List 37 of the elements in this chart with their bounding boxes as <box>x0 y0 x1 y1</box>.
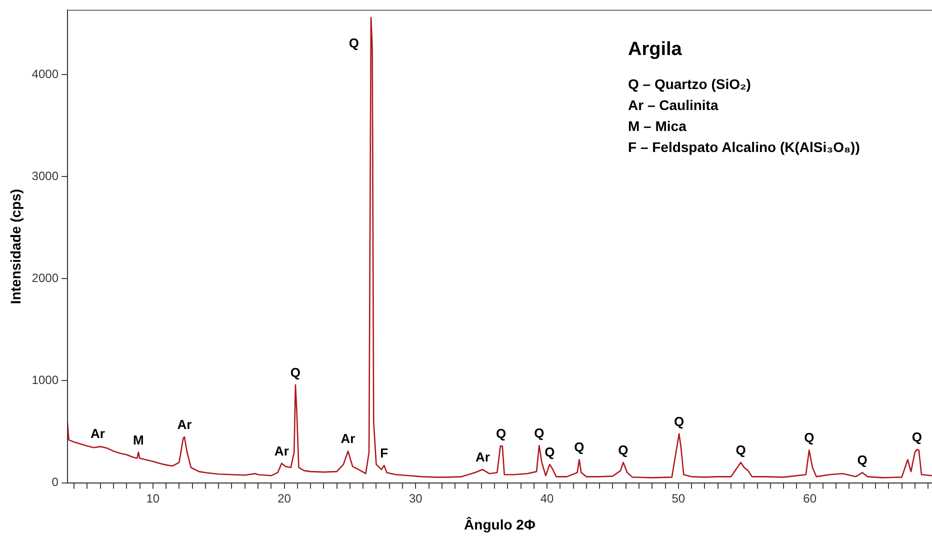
annotation: Q <box>544 444 555 460</box>
annotation: Q <box>857 452 868 468</box>
annotation: Q <box>804 430 814 446</box>
annotation: Ar <box>90 426 105 442</box>
annotation: M – Mica <box>628 118 687 134</box>
annotation: Q <box>496 426 506 442</box>
x-axis-title: Ângulo 2Φ <box>464 516 536 532</box>
x-tick-label: 50 <box>672 491 686 506</box>
y-axis-title: Intensidade (cps) <box>7 188 24 304</box>
annotation: F – Feldspato Alcalino (K(AlSi₃O₈)) <box>628 139 860 156</box>
x-tick-label: 10 <box>146 491 160 506</box>
y-tick-label: 4000 <box>32 66 59 81</box>
annotation: Ar <box>177 416 192 432</box>
x-tick-label: 30 <box>408 491 423 506</box>
annotation: Argila <box>628 39 682 60</box>
annotation: Q <box>574 440 584 455</box>
annotation: Q <box>290 364 301 380</box>
y-tick-label: 0 <box>52 475 59 490</box>
y-tick-label: 3000 <box>32 168 59 183</box>
annotation: Ar <box>274 443 289 458</box>
x-tick-label: 60 <box>803 491 817 506</box>
annotation: Q <box>534 426 544 441</box>
annotation: Ar <box>340 431 356 446</box>
annotation: Q <box>912 430 922 445</box>
annotation: F <box>380 446 388 461</box>
x-tick-label: 40 <box>540 491 554 506</box>
annotation: Q <box>674 414 684 429</box>
x-tick-label: 20 <box>278 491 292 506</box>
y-tick-label: 1000 <box>32 373 59 388</box>
annotation: Ar <box>475 450 490 465</box>
annotation: Q – Quartzo (SiO₂) <box>628 76 751 92</box>
y-tick-label: 2000 <box>32 270 59 285</box>
annotation: Q <box>348 35 359 50</box>
annotation: Q <box>618 442 628 458</box>
annotation: Ar – Caulinita <box>628 97 718 114</box>
annotation: Q <box>736 442 746 458</box>
annotation: M <box>133 432 144 448</box>
